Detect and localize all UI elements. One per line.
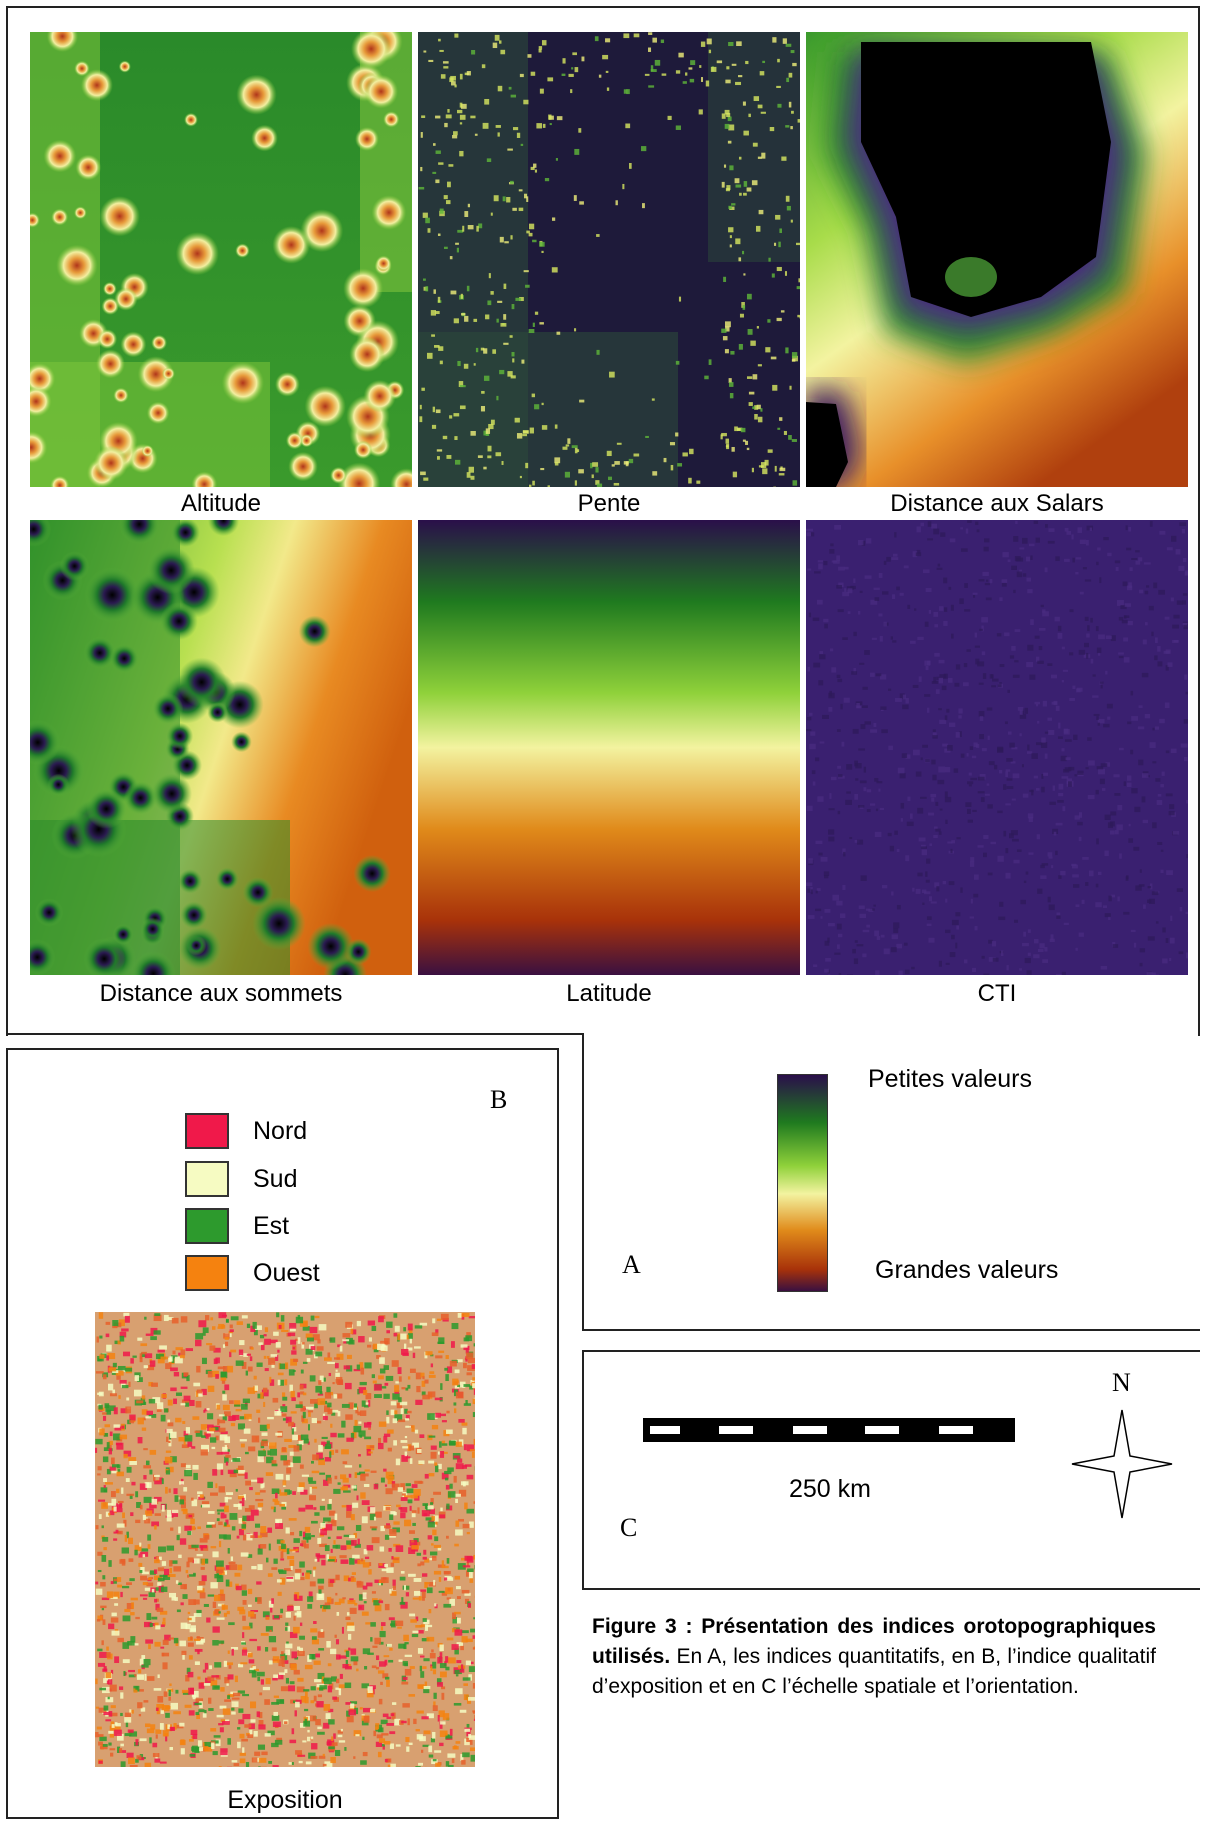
nord-label: Nord bbox=[253, 1116, 308, 1145]
north-arrow-icon bbox=[1071, 1409, 1173, 1519]
distance-salars-label: Distance aux Salars bbox=[890, 490, 1104, 517]
panel-a-divider bbox=[6, 1033, 584, 1035]
cti-label: CTI bbox=[977, 980, 1017, 1007]
pente-label: Pente bbox=[577, 490, 641, 517]
distance-salars-map bbox=[806, 32, 1188, 487]
panel-a-legend-frame bbox=[582, 1033, 1200, 1331]
latitude-map bbox=[418, 520, 800, 975]
legend-item-nord: Nord bbox=[185, 1112, 307, 1150]
ouest-swatch bbox=[185, 1255, 229, 1291]
exposition-map bbox=[95, 1312, 475, 1767]
panel-b-frame bbox=[6, 1048, 559, 1819]
ouest-label: Ouest bbox=[253, 1258, 320, 1287]
altitude-label: Altitude bbox=[180, 490, 262, 517]
latitude-label: Latitude bbox=[566, 980, 652, 1007]
north-label: N bbox=[1112, 1368, 1131, 1397]
distance-sommets-map bbox=[30, 520, 412, 975]
est-label: Est bbox=[253, 1211, 290, 1240]
figure-caption: Figure 3 : Présentation des indices orot… bbox=[592, 1612, 1156, 1702]
legend-item-ouest: Ouest bbox=[185, 1254, 320, 1292]
legend-item-sud: Sud bbox=[185, 1160, 297, 1198]
altitude-map bbox=[30, 32, 412, 487]
colorbar-high-label: Grandes valeurs bbox=[875, 1256, 1059, 1284]
nord-swatch bbox=[185, 1113, 229, 1149]
colorbar-low-label: Petites valeurs bbox=[868, 1065, 1032, 1093]
distance-sommets-label: Distance aux sommets bbox=[99, 980, 343, 1007]
panel-c-letter: C bbox=[620, 1513, 638, 1542]
sud-label: Sud bbox=[253, 1164, 298, 1193]
panel-a-letter: A bbox=[622, 1250, 641, 1279]
panel-c-frame bbox=[582, 1350, 1200, 1590]
figure-caption-text: En A, les indices quantitatifs, en B, l’… bbox=[592, 1645, 1156, 1698]
est-swatch bbox=[185, 1208, 229, 1244]
panel-b-letter: B bbox=[490, 1085, 508, 1114]
sud-swatch bbox=[185, 1161, 229, 1197]
cti-map bbox=[806, 520, 1188, 975]
scale-label: 250 km bbox=[789, 1475, 871, 1503]
scale-bar bbox=[643, 1418, 1015, 1442]
figure-caption-title: Figure 3 : Présentation des indices orot… bbox=[592, 1615, 1156, 1668]
legend-item-est: Est bbox=[185, 1207, 289, 1245]
value-colorbar bbox=[777, 1074, 828, 1292]
pente-map bbox=[418, 32, 800, 487]
panel-a-frame bbox=[6, 6, 1200, 1036]
exposition-label: Exposition bbox=[227, 1786, 343, 1814]
